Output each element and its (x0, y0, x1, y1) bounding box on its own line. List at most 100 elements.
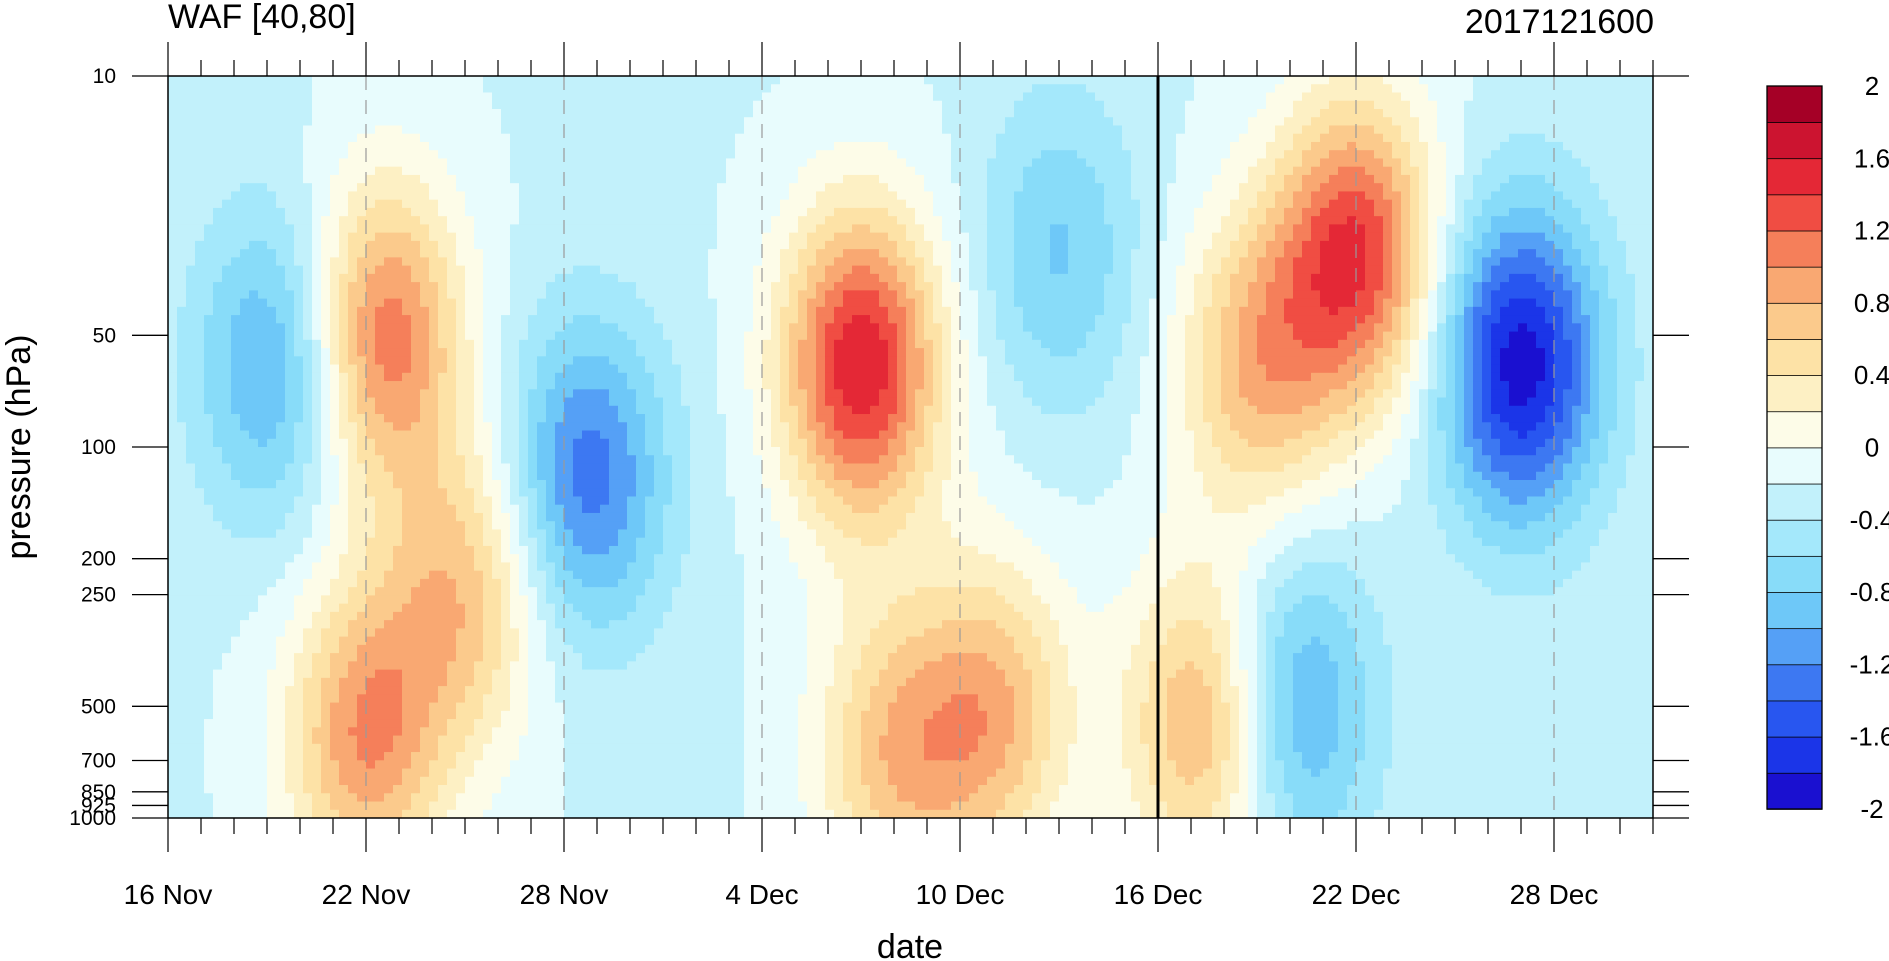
field-cell (645, 504, 655, 514)
field-cell (456, 496, 466, 506)
field-cell (591, 191, 601, 201)
field-cell (429, 265, 439, 275)
field-cell (456, 776, 466, 786)
field-cell (186, 496, 196, 506)
field-cell (411, 768, 421, 778)
field-cell (348, 570, 358, 580)
field-cell (573, 479, 583, 489)
field-cell (654, 257, 664, 267)
field-cell (627, 273, 637, 283)
field-cell (420, 323, 430, 333)
field-cell (519, 496, 529, 506)
field-cell (582, 323, 592, 333)
field-cell (357, 611, 367, 621)
field-cell (348, 315, 358, 324)
field-cell (294, 686, 304, 695)
field-cell (348, 496, 358, 506)
field-cell (186, 438, 196, 448)
field-cell (429, 92, 439, 102)
field-cell (474, 743, 484, 753)
field-cell (384, 323, 394, 333)
field-cell (555, 512, 565, 522)
field-cell (231, 257, 241, 267)
field-cell (492, 768, 502, 778)
field-cell (186, 653, 196, 662)
field-cell (420, 562, 430, 572)
field-cell (582, 422, 592, 432)
field-cell (582, 719, 592, 728)
field-cell (366, 768, 376, 778)
field-cell (582, 282, 592, 291)
field-cell (618, 809, 628, 818)
field-cell (555, 414, 565, 423)
field-cell (366, 306, 376, 316)
field-cell (618, 603, 628, 613)
field-cell (321, 331, 331, 341)
field-cell (402, 298, 412, 308)
field-cell (249, 306, 259, 316)
field-cell (285, 389, 295, 399)
field-cell (429, 323, 439, 333)
field-cell (375, 578, 385, 588)
field-cell (384, 496, 394, 506)
field-cell (636, 793, 646, 803)
field-cell (600, 636, 610, 646)
field-cell (348, 768, 358, 778)
field-cell (546, 587, 556, 596)
field-cell (420, 809, 430, 818)
field-cell (330, 653, 340, 662)
field-cell (465, 661, 475, 671)
field-cell (546, 150, 556, 160)
field-cell (456, 405, 466, 415)
field-cell (339, 430, 349, 440)
field-cell (537, 760, 547, 770)
field-cell (600, 240, 610, 250)
field-cell (366, 727, 376, 737)
field-cell (168, 595, 178, 605)
field-cell (240, 488, 250, 498)
field-cell (303, 603, 313, 613)
field-cell (528, 595, 538, 605)
field-cell (357, 100, 367, 110)
field-cell (168, 430, 178, 440)
field-cell (474, 471, 484, 481)
field-cell (573, 587, 583, 596)
field-cell (582, 183, 592, 193)
field-cell (447, 512, 457, 522)
field-cell (303, 397, 313, 407)
field-cell (429, 628, 439, 638)
field-cell (222, 249, 232, 258)
field-cell (393, 595, 403, 605)
field-cell (582, 570, 592, 580)
field-cell (573, 537, 583, 547)
field-cell (582, 232, 592, 242)
field-cell (618, 232, 628, 242)
field-cell (537, 224, 547, 234)
field-cell (510, 636, 520, 646)
field-cell (222, 636, 232, 646)
field-cell (411, 298, 421, 308)
field-cell (303, 183, 313, 193)
field-cell (312, 512, 322, 522)
field-cell (609, 521, 619, 531)
field-cell (492, 702, 502, 712)
field-cell (591, 727, 601, 737)
field-cell (267, 207, 277, 217)
field-cell (240, 174, 250, 184)
field-cell (267, 249, 277, 258)
field-cell (384, 636, 394, 646)
field-cell (582, 381, 592, 390)
field-cell (627, 191, 637, 201)
field-cell (420, 405, 430, 415)
field-cell (609, 216, 619, 225)
field-cell (438, 776, 448, 786)
field-cell (564, 282, 574, 291)
field-cell (537, 710, 547, 720)
field-cell (510, 512, 520, 522)
field-cell (573, 776, 583, 786)
field-cell (222, 108, 232, 118)
field-cell (510, 265, 520, 275)
field-cell (546, 496, 556, 506)
field-cell (294, 801, 304, 811)
field-cell (186, 174, 196, 184)
